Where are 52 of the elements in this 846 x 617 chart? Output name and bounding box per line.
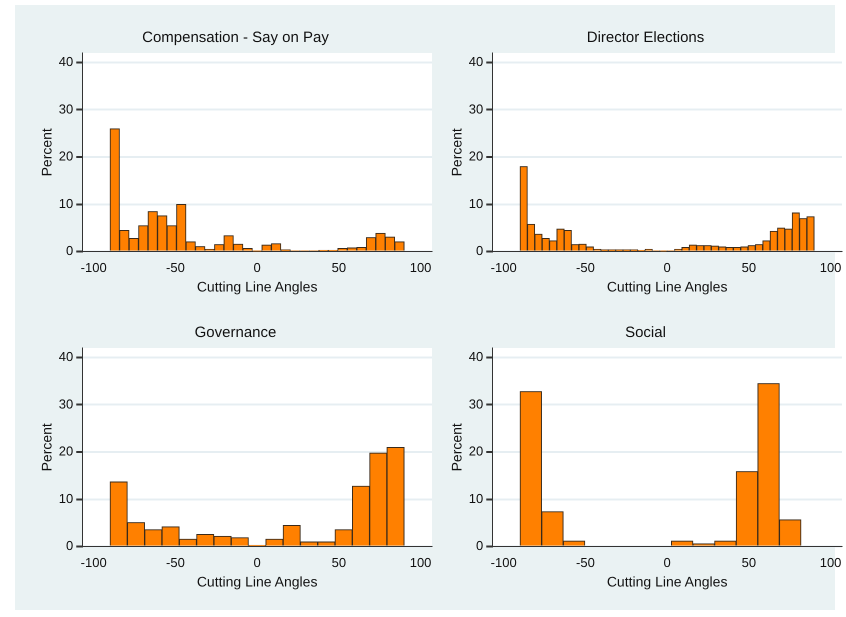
y-tick-label: 30 — [468, 396, 484, 412]
y-tick-label: 10 — [58, 490, 74, 506]
y-tick-label: 30 — [58, 101, 74, 116]
x-tick-label: 100 — [410, 260, 432, 275]
x-tick-label: -100 — [80, 554, 107, 570]
x-tick-label: -50 — [166, 260, 185, 275]
x-tick-label: 100 — [820, 260, 842, 275]
y-tick-label: 10 — [468, 196, 484, 211]
y-axis-title: Percent — [38, 128, 54, 176]
y-tick-label: 20 — [58, 148, 74, 164]
x-tick-label: 0 — [254, 554, 261, 570]
x-tick-label: -100 — [490, 554, 517, 570]
chart-title: Compensation - Say on Pay — [142, 29, 330, 46]
x-tick-label: -100 — [490, 260, 517, 275]
y-tick-label: 0 — [476, 538, 484, 554]
x-tick-label: 50 — [332, 260, 346, 275]
x-axis-title: Cutting Line Angles — [196, 278, 318, 294]
x-axis-title: Cutting Line Angles — [196, 573, 318, 590]
y-tick-label: 20 — [468, 148, 484, 164]
y-tick-label: 40 — [468, 349, 484, 364]
chart-title: Director Elections — [586, 29, 704, 46]
chart-title: Social — [625, 324, 666, 342]
y-tick-label: 30 — [468, 101, 484, 116]
y-tick-label: 0 — [66, 538, 74, 554]
y-tick-label: 0 — [476, 243, 484, 258]
y-tick-label: 30 — [58, 396, 74, 412]
x-tick-label: 100 — [820, 554, 842, 570]
y-tick-label: 40 — [58, 349, 74, 364]
x-tick-label: -50 — [166, 554, 185, 570]
chart-title: Governance — [194, 324, 276, 342]
y-axis-title: Percent — [38, 423, 54, 472]
y-tick-label: 10 — [58, 196, 74, 211]
x-tick-label: 50 — [332, 554, 346, 570]
x-axis-title: Cutting Line Angles — [606, 278, 728, 294]
x-tick-label: 100 — [410, 554, 432, 570]
y-tick-label: 10 — [468, 490, 484, 506]
x-tick-label: -50 — [576, 260, 595, 275]
y-tick-label: 40 — [468, 54, 484, 70]
y-tick-label: 20 — [468, 444, 484, 459]
x-tick-label: -50 — [576, 554, 595, 570]
y-axis-title: Percent — [448, 128, 464, 176]
x-axis-title: Cutting Line Angles — [606, 573, 728, 590]
y-tick-label: 20 — [58, 444, 74, 459]
y-tick-label: 40 — [58, 54, 74, 70]
x-tick-label: -100 — [80, 260, 107, 275]
y-axis-title: Percent — [448, 423, 464, 472]
x-tick-label: 0 — [254, 260, 261, 275]
x-tick-label: 50 — [742, 260, 756, 275]
x-tick-label: 0 — [664, 554, 671, 570]
y-tick-label: 0 — [66, 243, 74, 258]
x-tick-label: 50 — [742, 554, 756, 570]
x-tick-label: 0 — [664, 260, 671, 275]
